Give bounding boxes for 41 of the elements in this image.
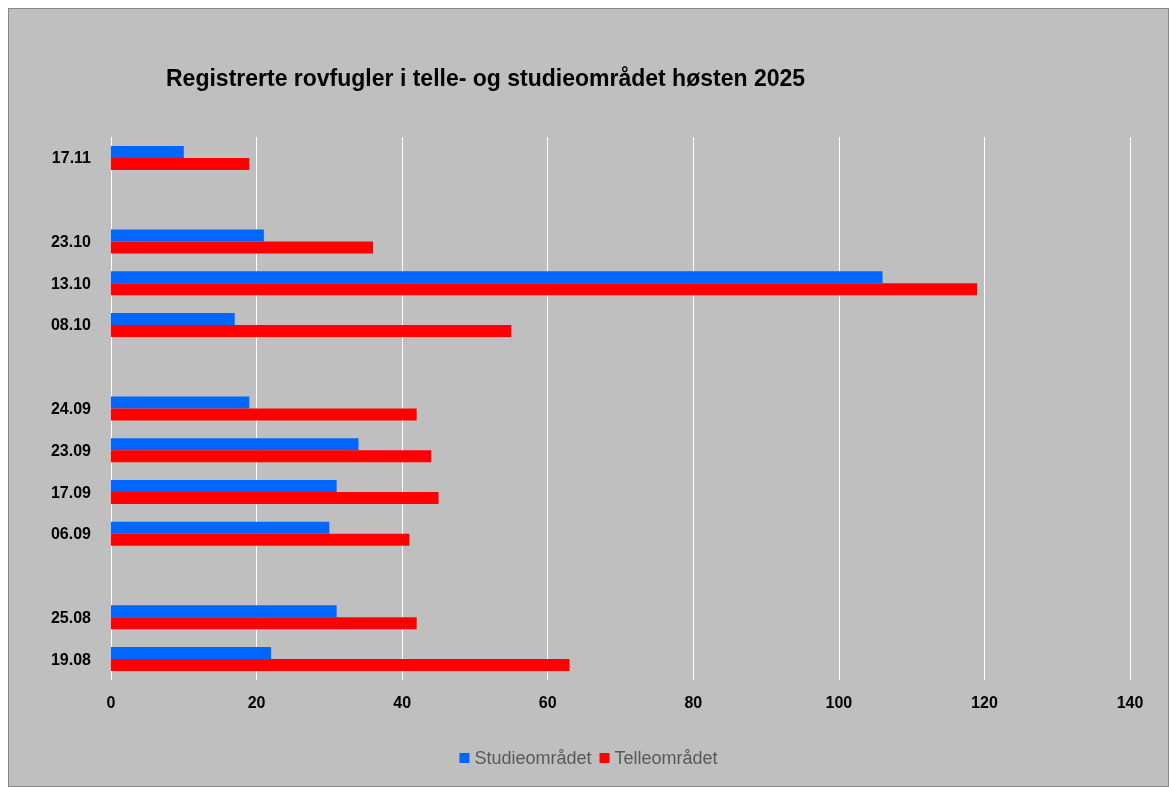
bar: [111, 271, 883, 284]
y-tick-label: 25.08: [50, 608, 92, 626]
x-tick-label: 120: [971, 693, 998, 711]
bar: [111, 283, 978, 296]
x-tick-label: 20: [247, 693, 266, 711]
y-tick-label: 17.11: [51, 149, 92, 167]
legend-label: Telleområdet: [614, 748, 718, 768]
x-tick-label: 60: [538, 693, 557, 711]
bar: [111, 492, 439, 505]
bar: [111, 647, 272, 660]
bar: [111, 605, 337, 618]
y-tick-label: 08.10: [50, 316, 92, 334]
bar: [111, 408, 417, 421]
bar: [111, 617, 417, 630]
y-tick-label: 06.09: [50, 525, 92, 543]
bar: [111, 480, 337, 493]
x-tick-label: 40: [393, 693, 412, 711]
bar: [111, 521, 330, 534]
chart-title: Registrerte rovfugler i telle- og studieområdet høsten 2025: [166, 64, 806, 91]
y-tick-label: 19.08: [50, 650, 92, 668]
bar: [111, 324, 512, 337]
y-tick-label: 23.09: [50, 441, 92, 459]
y-tick-label: 17.09: [50, 483, 92, 501]
y-tick-label: 24.09: [50, 400, 92, 417]
bar: [111, 157, 250, 170]
x-tick-label: 80: [684, 693, 703, 711]
bar: [111, 659, 570, 672]
y-tick-label: 23.10: [50, 232, 92, 250]
bar: [111, 396, 250, 409]
bar: [111, 438, 359, 451]
bar: [111, 145, 184, 158]
y-tick-label: 13.10: [50, 274, 92, 292]
bar: [111, 241, 374, 254]
x-tick-label: 100: [825, 693, 853, 711]
bar: [111, 533, 410, 546]
x-tick-label: 140: [1116, 693, 1144, 711]
x-tick-label: 0: [106, 693, 116, 711]
bar: [111, 450, 432, 463]
bar: [111, 229, 264, 242]
bar: [111, 312, 235, 325]
legend-label: Studieområdet: [474, 748, 592, 768]
